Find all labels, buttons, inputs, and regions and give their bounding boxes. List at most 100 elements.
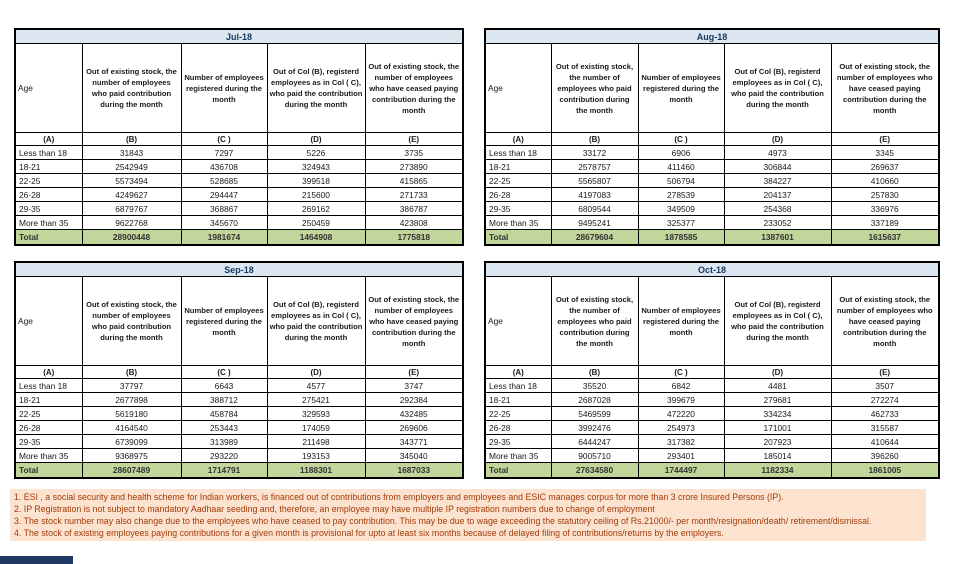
value-cell: 458784 (180, 406, 268, 421)
value-cell: 368867 (180, 201, 268, 216)
table-row: 22-25 5573494 528685 399518 415865 (14, 173, 464, 188)
total-row: Total 28679604 1878585 1387601 1615637 (484, 229, 940, 246)
total-value: 27634580 (550, 462, 639, 479)
value-cell: 9495241 (550, 215, 639, 230)
month-table-oct-18: Oct-18 Age Out of existing stock, the num… (484, 261, 940, 479)
age-label: 18-21 (14, 392, 83, 407)
value-cell: 388712 (180, 392, 268, 407)
total-value: 1182334 (723, 462, 832, 479)
value-cell: 253443 (180, 420, 268, 435)
value-cell: 3747 (364, 378, 464, 393)
column-header-row: Age Out of existing stock, the number of … (14, 43, 464, 133)
table-row: 29-35 6879767 368867 269162 386787 (14, 201, 464, 216)
total-value: 1464908 (266, 229, 366, 246)
table-row: More than 35 9495241 325377 233052 337189 (484, 215, 940, 230)
age-column-header: Age (14, 43, 83, 133)
column-letter-row: (A) (B) (C ) (D) (E) (14, 132, 464, 146)
column-header: Out of existing stock, the number of emp… (364, 43, 464, 133)
column-letter: (A) (484, 132, 552, 146)
total-value: 1387601 (723, 229, 832, 246)
value-cell: 3345 (830, 145, 940, 160)
table-row: 29-35 6809544 349509 254368 336976 (484, 201, 940, 216)
value-cell: 315587 (830, 420, 940, 435)
value-cell: 6842 (637, 378, 725, 393)
age-label: 18-21 (484, 159, 552, 174)
value-cell: 211498 (266, 434, 366, 449)
column-letter: (A) (484, 365, 552, 379)
column-header: Out of existing stock, the number of emp… (81, 276, 182, 366)
table-row: Less than 18 35520 6842 4481 3507 (484, 378, 940, 393)
table-row: 18-21 2677898 388712 275421 292384 (14, 392, 464, 407)
age-label: 26-28 (484, 187, 552, 202)
total-row: Total 28607489 1714791 1188301 1687033 (14, 462, 464, 479)
value-cell: 9005710 (550, 448, 639, 463)
column-header: Out of Col (B), registerd employees as i… (723, 276, 832, 366)
table-block-sep-18: Sep-18 Age Out of existing stock, the num… (14, 261, 464, 479)
value-cell: 4973 (723, 145, 832, 160)
value-cell: 254973 (637, 420, 725, 435)
value-cell: 436708 (180, 159, 268, 174)
table-row: 22-25 5469599 472220 334234 462733 (484, 406, 940, 421)
value-cell: 293220 (180, 448, 268, 463)
age-label: Less than 18 (484, 145, 552, 160)
total-value: 1744497 (637, 462, 725, 479)
value-cell: 5469599 (550, 406, 639, 421)
column-letter: (E) (364, 365, 464, 379)
total-row: Total 27634580 1744497 1182334 1861005 (484, 462, 940, 479)
value-cell: 4249627 (81, 187, 182, 202)
month-title: Oct-18 (484, 261, 940, 277)
total-label: Total (484, 229, 552, 246)
column-letter-row: (A) (B) (C ) (D) (E) (484, 365, 940, 379)
footnotes-block: 1. ESI , a social security and health sc… (10, 489, 926, 541)
table-row: More than 35 9622768 345670 250459 423808 (14, 215, 464, 230)
age-label: Less than 18 (14, 378, 83, 393)
value-cell: 399679 (637, 392, 725, 407)
column-header-row: Age Out of existing stock, the number of … (484, 43, 940, 133)
column-header: Number of employees registered during th… (180, 43, 268, 133)
value-cell: 273890 (364, 159, 464, 174)
total-value: 1981674 (180, 229, 268, 246)
total-value: 1878585 (637, 229, 725, 246)
value-cell: 37797 (81, 378, 182, 393)
value-cell: 396260 (830, 448, 940, 463)
age-column-header: Age (484, 276, 552, 366)
age-label: 29-35 (14, 201, 83, 216)
column-header-row: Age Out of existing stock, the number of … (484, 276, 940, 366)
column-letter: (B) (550, 132, 639, 146)
value-cell: 6906 (637, 145, 725, 160)
value-cell: 313989 (180, 434, 268, 449)
table-row: 26-28 3992476 254973 171001 315587 (484, 420, 940, 435)
column-letter-row: (A) (B) (C ) (D) (E) (484, 132, 940, 146)
column-letter: (E) (364, 132, 464, 146)
month-title: Sep-18 (14, 261, 464, 277)
age-label: 18-21 (14, 159, 83, 174)
value-cell: 250459 (266, 215, 366, 230)
value-cell: 193153 (266, 448, 366, 463)
value-cell: 3992476 (550, 420, 639, 435)
age-label: More than 35 (484, 215, 552, 230)
table-row: 18-21 2687028 399679 279681 272274 (484, 392, 940, 407)
column-header: Out of Col (B), registerd employees as i… (266, 276, 366, 366)
column-header-row: Age Out of existing stock, the number of … (14, 276, 464, 366)
column-letter: (E) (830, 132, 940, 146)
total-value: 1714791 (180, 462, 268, 479)
value-cell: 271733 (364, 187, 464, 202)
value-cell: 4481 (723, 378, 832, 393)
column-header: Number of employees registered during th… (637, 276, 725, 366)
value-cell: 345670 (180, 215, 268, 230)
table-row: 18-21 2578757 411460 306844 269637 (484, 159, 940, 174)
value-cell: 3507 (830, 378, 940, 393)
value-cell: 306844 (723, 159, 832, 174)
column-header: Number of employees registered during th… (180, 276, 268, 366)
value-cell: 5565807 (550, 173, 639, 188)
value-cell: 386787 (364, 201, 464, 216)
month-table-jul-18: Jul-18 Age Out of existing stock, the num… (14, 28, 464, 246)
footnote-3: 3. The stock number may also change due … (14, 516, 872, 526)
column-header: Number of employees registered during th… (637, 43, 725, 133)
column-letter: (E) (830, 365, 940, 379)
column-header: Out of existing stock, the number of emp… (830, 43, 940, 133)
value-cell: 7297 (180, 145, 268, 160)
value-cell: 337189 (830, 215, 940, 230)
value-cell: 2578757 (550, 159, 639, 174)
table-row: Less than 18 37797 6643 4577 3747 (14, 378, 464, 393)
